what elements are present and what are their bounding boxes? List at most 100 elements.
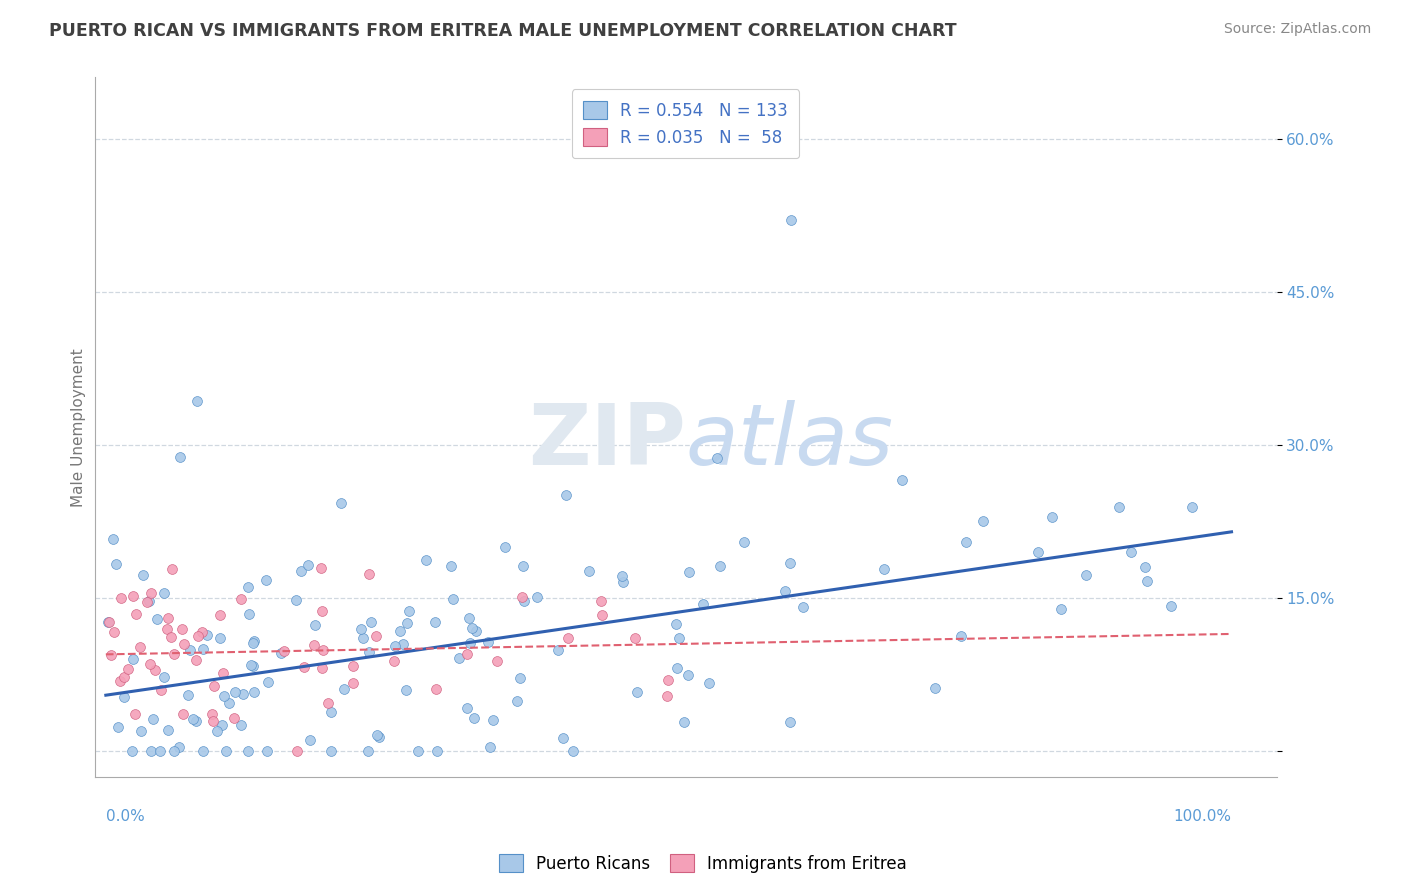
Point bbox=[342, 659, 364, 673]
Point bbox=[485, 654, 508, 668]
Point bbox=[97, 615, 120, 630]
Point bbox=[330, 496, 353, 510]
Point bbox=[190, 625, 212, 640]
Point bbox=[1181, 500, 1204, 514]
Point bbox=[211, 718, 233, 732]
Point bbox=[626, 684, 648, 698]
Point bbox=[482, 713, 505, 727]
Point bbox=[666, 660, 689, 674]
Point bbox=[238, 607, 260, 621]
Point bbox=[298, 732, 321, 747]
Point bbox=[673, 715, 696, 730]
Point bbox=[236, 744, 259, 758]
Point bbox=[191, 642, 214, 657]
Point bbox=[156, 723, 179, 737]
Point bbox=[135, 595, 157, 609]
Point bbox=[591, 607, 613, 622]
Point bbox=[179, 643, 201, 657]
Point bbox=[364, 629, 387, 643]
Point bbox=[292, 660, 315, 674]
Point bbox=[257, 675, 280, 690]
Point bbox=[509, 671, 531, 685]
Point bbox=[463, 711, 485, 725]
Point bbox=[439, 559, 461, 574]
Point bbox=[553, 731, 575, 745]
Point bbox=[779, 556, 801, 570]
Point bbox=[309, 560, 332, 574]
Point bbox=[665, 616, 688, 631]
Point bbox=[775, 583, 797, 598]
Point bbox=[316, 696, 339, 710]
Point bbox=[97, 615, 120, 629]
Point bbox=[1026, 545, 1049, 559]
Point bbox=[610, 568, 633, 582]
Point bbox=[1160, 599, 1182, 613]
Text: PUERTO RICAN VS IMMIGRANTS FROM ERITREA MALE UNEMPLOYMENT CORRELATION CHART: PUERTO RICAN VS IMMIGRANTS FROM ERITREA … bbox=[49, 22, 957, 40]
Point bbox=[122, 651, 145, 665]
Point bbox=[239, 657, 262, 672]
Point bbox=[243, 634, 266, 648]
Point bbox=[624, 632, 647, 646]
Point bbox=[447, 650, 470, 665]
Point bbox=[709, 558, 731, 573]
Point bbox=[273, 643, 295, 657]
Point bbox=[290, 565, 312, 579]
Point bbox=[395, 615, 418, 630]
Point bbox=[184, 714, 207, 728]
Point bbox=[655, 690, 678, 704]
Point bbox=[129, 640, 152, 655]
Point bbox=[562, 744, 585, 758]
Y-axis label: Male Unemployment: Male Unemployment bbox=[72, 348, 86, 507]
Point bbox=[242, 659, 264, 673]
Point bbox=[668, 631, 690, 645]
Point bbox=[458, 636, 481, 650]
Point bbox=[1074, 567, 1097, 582]
Point bbox=[163, 744, 186, 758]
Point bbox=[170, 622, 193, 636]
Point bbox=[443, 592, 465, 607]
Point bbox=[129, 723, 152, 738]
Point bbox=[160, 562, 183, 576]
Point bbox=[186, 394, 208, 409]
Point bbox=[242, 685, 264, 699]
Point bbox=[458, 611, 481, 625]
Point bbox=[357, 645, 380, 659]
Point bbox=[105, 557, 128, 571]
Point bbox=[183, 712, 205, 726]
Point bbox=[589, 594, 612, 608]
Point bbox=[506, 693, 529, 707]
Point bbox=[547, 643, 569, 657]
Point bbox=[890, 473, 912, 487]
Point bbox=[391, 637, 413, 651]
Point bbox=[162, 647, 184, 661]
Point bbox=[285, 593, 308, 607]
Point bbox=[214, 689, 236, 703]
Point bbox=[304, 638, 326, 652]
Point bbox=[142, 713, 165, 727]
Point bbox=[107, 721, 129, 735]
Point bbox=[321, 706, 343, 720]
Point bbox=[706, 451, 728, 466]
Point bbox=[103, 532, 125, 546]
Point bbox=[231, 718, 253, 732]
Point bbox=[160, 630, 183, 644]
Point bbox=[1040, 510, 1063, 524]
Point bbox=[186, 653, 208, 667]
Point bbox=[254, 573, 277, 587]
Point bbox=[792, 600, 814, 615]
Point bbox=[236, 580, 259, 594]
Point bbox=[229, 592, 252, 607]
Point bbox=[477, 635, 499, 649]
Point bbox=[124, 706, 146, 721]
Point bbox=[510, 590, 533, 604]
Point bbox=[526, 590, 548, 604]
Point bbox=[461, 621, 484, 635]
Point bbox=[697, 676, 720, 690]
Point bbox=[357, 744, 380, 758]
Point bbox=[139, 657, 162, 671]
Point bbox=[456, 701, 478, 715]
Point bbox=[382, 654, 405, 668]
Point bbox=[103, 625, 125, 640]
Point bbox=[368, 730, 391, 744]
Point bbox=[612, 574, 634, 589]
